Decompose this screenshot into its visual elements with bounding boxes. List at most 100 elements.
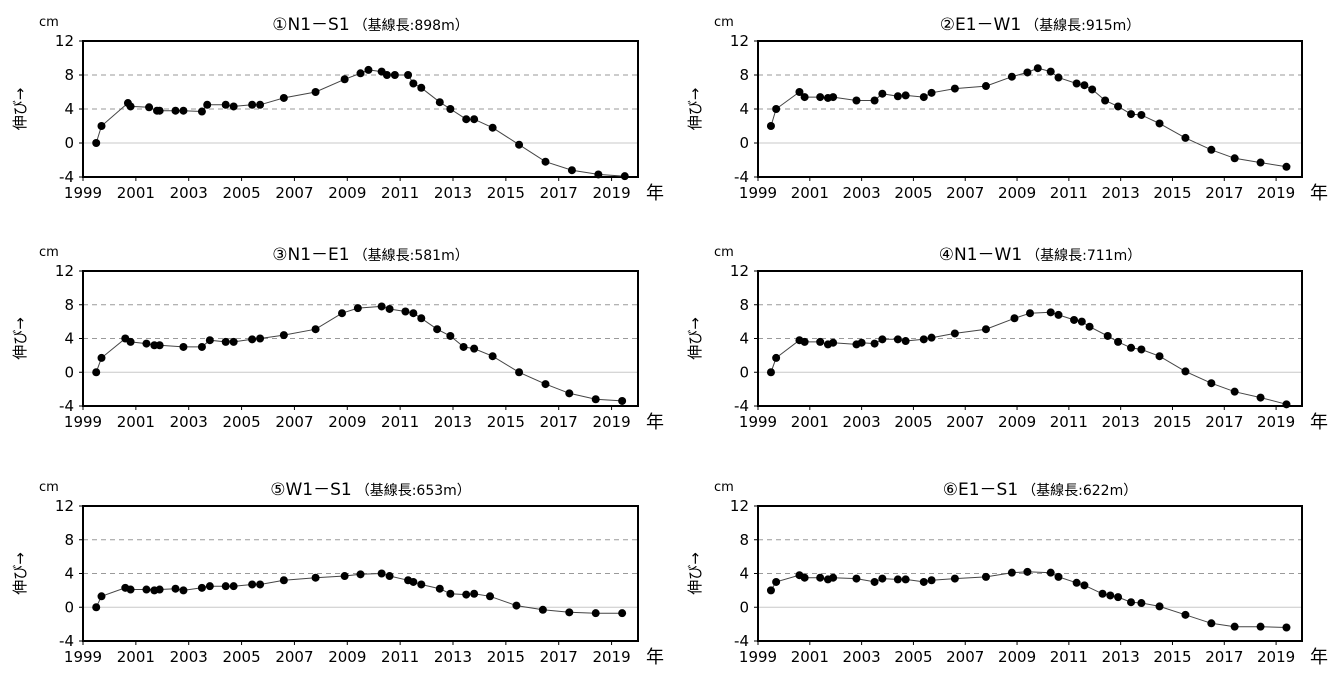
x-tick-label: 2017 (540, 648, 578, 666)
data-point (417, 314, 426, 323)
y-tick-label: 12 (730, 497, 749, 515)
data-point (435, 584, 444, 593)
x-tick-label: 2011 (1050, 413, 1088, 431)
chart-title-main: ①N1－S1 (272, 15, 349, 35)
data-point (205, 336, 214, 345)
data-point (1054, 73, 1063, 82)
x-tick-label: 2003 (170, 648, 208, 666)
x-tick-label: 2005 (222, 413, 260, 431)
data-point (1155, 119, 1164, 128)
y-tick-label: 8 (739, 296, 749, 314)
data-point (435, 98, 444, 107)
data-point (1054, 310, 1063, 319)
data-point (927, 576, 936, 585)
data-point (92, 603, 101, 612)
data-point (1023, 567, 1032, 576)
data-point (1114, 102, 1123, 111)
x-tick-label: 2005 (894, 184, 932, 202)
y-tick-label: 8 (64, 66, 74, 84)
data-point (256, 334, 265, 343)
data-point (470, 344, 479, 353)
data-point (870, 339, 879, 348)
x-tick-label: 2001 (791, 184, 829, 202)
data-point (1088, 85, 1097, 94)
y-tick-label: -4 (59, 632, 74, 650)
data-point (356, 69, 365, 78)
y-tick-label: 8 (64, 296, 74, 314)
data-point (1230, 622, 1239, 631)
data-point (385, 304, 394, 313)
y-unit-label: cm (39, 245, 59, 260)
data-point (800, 573, 809, 582)
x-tick-label: 2001 (117, 413, 155, 431)
data-point (205, 582, 214, 591)
y-tick-label: 0 (64, 363, 74, 381)
data-point (901, 91, 910, 100)
data-point (1256, 158, 1265, 167)
x-axis-label: 年 (1310, 647, 1328, 668)
y-tick-label: 0 (64, 598, 74, 616)
data-point (1010, 314, 1019, 323)
x-tick-label: 2005 (222, 648, 260, 666)
y-unit-label: cm (39, 15, 59, 30)
x-tick-label: 2017 (540, 413, 578, 431)
data-point (364, 65, 373, 74)
data-point (1181, 367, 1190, 376)
data-point (145, 103, 154, 112)
data-point (1230, 387, 1239, 396)
x-tick-label: 2005 (894, 648, 932, 666)
data-point (197, 107, 206, 116)
data-point (1127, 598, 1136, 607)
x-tick-label: 2019 (592, 184, 630, 202)
x-tick-label: 2017 (1205, 184, 1243, 202)
chart-title: ⑤W1－S1 （基線長:653m） (270, 480, 471, 500)
data-point (1256, 622, 1265, 631)
data-point (248, 580, 257, 589)
data-point (409, 79, 418, 88)
y-tick-label: 12 (55, 497, 74, 515)
data-point (229, 102, 238, 111)
chart-title-main: ②E1－W1 (940, 15, 1021, 35)
chart-title-main: ⑤W1－S1 (270, 480, 351, 500)
data-point (340, 572, 349, 581)
data-point (567, 166, 576, 175)
data-point (829, 338, 838, 347)
x-tick-label: 2007 (946, 648, 984, 666)
data-point (279, 331, 288, 340)
x-tick-label: 2001 (791, 648, 829, 666)
x-tick-label: 2013 (434, 648, 472, 666)
data-point (92, 139, 101, 147)
x-tick-label: 1999 (739, 413, 777, 431)
data-point (97, 122, 106, 130)
data-point (179, 106, 188, 115)
data-point (97, 592, 106, 601)
x-tick-label: 2019 (1257, 413, 1295, 431)
y-tick-label: 4 (64, 330, 74, 348)
data-point (311, 573, 320, 582)
x-tick-label: 2003 (170, 413, 208, 431)
x-tick-label: 2011 (381, 184, 419, 202)
series-line (770, 571, 1287, 628)
data-point (816, 337, 825, 346)
data-point (772, 353, 781, 362)
data-point (1207, 619, 1216, 628)
chart-title: ③N1－E1 （基線長:581m） (272, 245, 468, 265)
data-point (878, 574, 887, 583)
data-point (512, 601, 521, 610)
y-tick-label: 8 (739, 531, 749, 549)
data-point (1282, 162, 1291, 171)
y-tick-label: 12 (730, 32, 749, 50)
data-point (1230, 154, 1239, 163)
x-tick-label: 1999 (64, 648, 102, 666)
x-tick-label: 2001 (117, 184, 155, 202)
x-tick-label: 2009 (328, 184, 366, 202)
x-tick-label: 2017 (1205, 648, 1243, 666)
x-tick-label: 2015 (487, 184, 525, 202)
data-point (385, 572, 394, 581)
data-point (1054, 572, 1063, 581)
data-point (488, 352, 497, 361)
x-tick-label: 2013 (1102, 413, 1140, 431)
x-tick-label: 2007 (946, 413, 984, 431)
x-tick-label: 2019 (592, 648, 630, 666)
